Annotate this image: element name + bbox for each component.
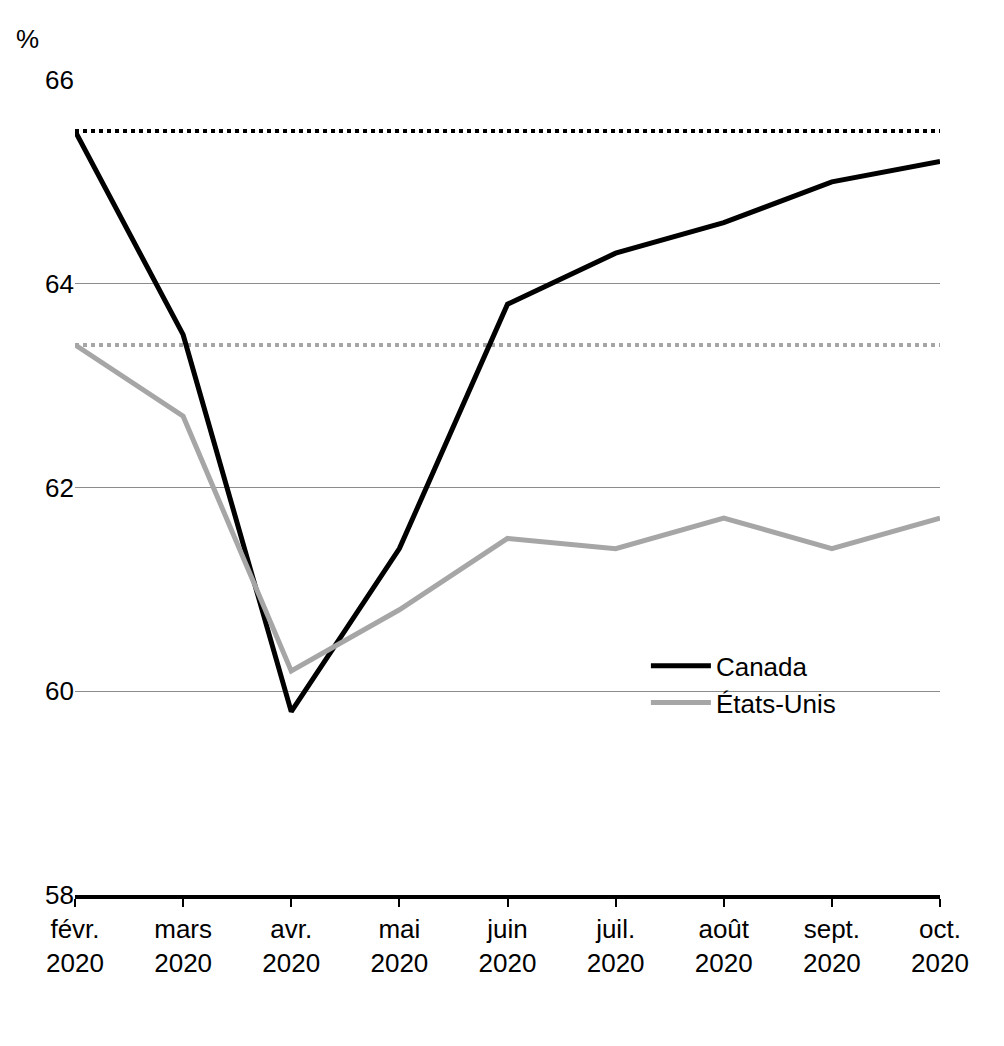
svg-text:États-Unis: États-Unis	[716, 689, 836, 719]
svg-text:Canada: Canada	[716, 652, 808, 682]
svg-text:66: 66	[45, 65, 74, 95]
svg-text:62: 62	[45, 473, 74, 503]
svg-text:févr.2020: févr.2020	[46, 914, 104, 978]
svg-text:sept.2020: sept.2020	[803, 914, 861, 978]
svg-text:juil.2020: juil.2020	[587, 914, 645, 978]
svg-text:mai2020: mai2020	[370, 914, 428, 978]
svg-text:avr.2020: avr.2020	[262, 914, 320, 978]
svg-text:juin2020: juin2020	[479, 914, 537, 978]
svg-text:oct.2020: oct.2020	[911, 914, 969, 978]
svg-text:août2020: août2020	[695, 914, 753, 978]
svg-text:60: 60	[45, 676, 74, 706]
svg-text:64: 64	[45, 269, 74, 299]
svg-text:mars2020: mars2020	[154, 914, 212, 978]
svg-text:%: %	[16, 24, 39, 54]
svg-text:58: 58	[45, 880, 74, 910]
